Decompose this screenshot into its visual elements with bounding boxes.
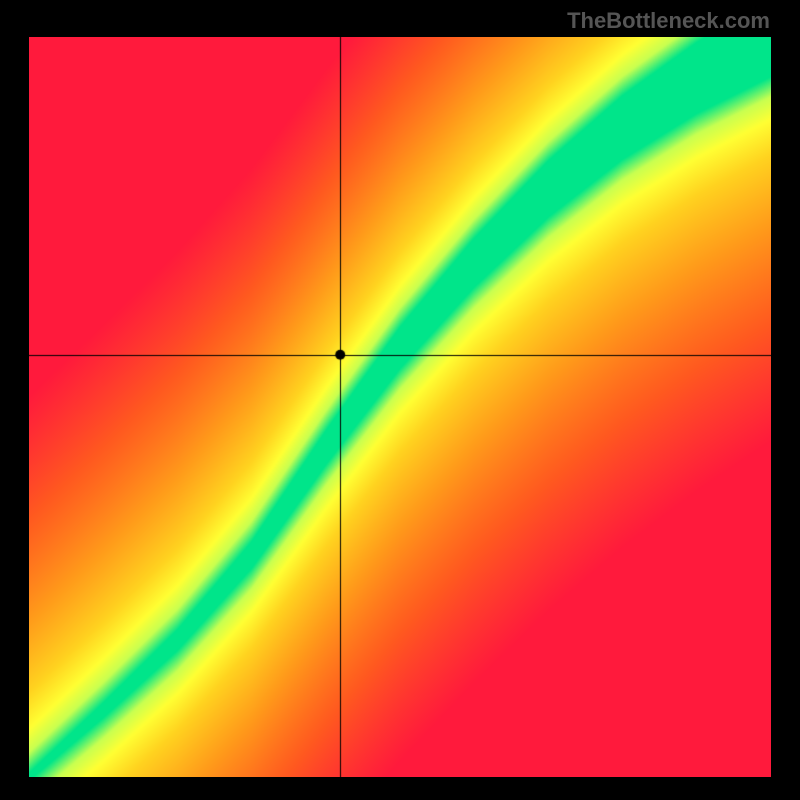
heatmap-canvas [29, 37, 771, 777]
plot-area [29, 37, 771, 777]
watermark: TheBottleneck.com [567, 8, 770, 34]
chart-container: TheBottleneck.com [0, 0, 800, 800]
